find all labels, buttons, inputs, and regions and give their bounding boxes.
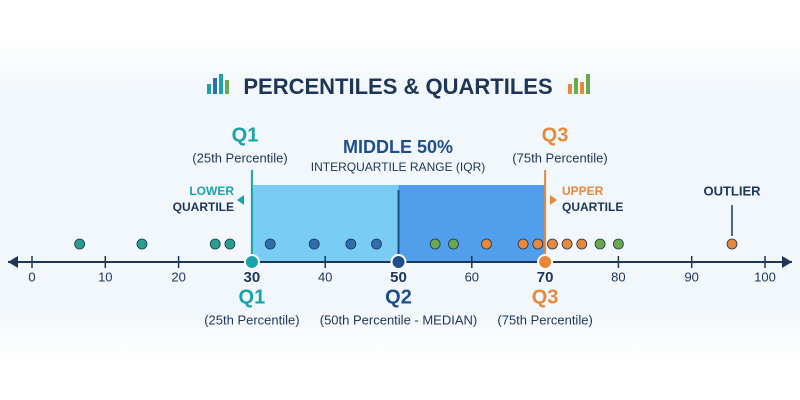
x-tick-label: 10	[98, 269, 112, 284]
x-tick-label: 40	[318, 269, 332, 284]
title-icon-right	[568, 74, 590, 94]
data-point	[224, 238, 236, 250]
lower-arrow	[237, 195, 244, 205]
data-point	[136, 238, 148, 250]
quartile-marker	[390, 254, 407, 270]
quartile-label: Q1	[239, 286, 266, 308]
quartile-sublabel: (25th Percentile)	[204, 312, 299, 327]
data-point	[576, 238, 588, 250]
x-tick-label: 70	[537, 269, 554, 286]
data-point	[345, 238, 357, 250]
data-point	[209, 238, 221, 250]
x-tick-label: 30	[244, 269, 261, 286]
data-point	[532, 238, 544, 250]
x-tick-label: 60	[465, 269, 479, 284]
data-point	[517, 238, 529, 250]
data-point	[264, 238, 276, 250]
upper-label: UPPER	[562, 184, 604, 198]
iqr-lower-box	[251, 185, 399, 262]
lower-label: QUARTILE	[173, 200, 234, 214]
data-point	[594, 238, 606, 250]
title: PERCENTILES & QUARTILES	[243, 74, 552, 99]
iqr-label: INTERQUARTILE RANGE (IQR)	[311, 160, 485, 174]
data-point	[481, 238, 492, 250]
data-point	[429, 238, 441, 250]
x-tick-label: 20	[171, 269, 185, 284]
outlier-label: OUTLIER	[703, 183, 761, 198]
x-tick-label: 90	[684, 269, 698, 284]
x-tick-label: 100	[754, 269, 776, 284]
quartile-sublabel: (75th Percentile)	[497, 312, 592, 327]
quartile-label: Q2	[385, 286, 412, 308]
data-point	[726, 238, 738, 250]
quartile-marker	[243, 254, 260, 270]
upper-arrow	[550, 195, 557, 205]
data-point	[308, 238, 320, 250]
quartile-marker	[537, 254, 554, 270]
q3-top-sublabel: (75th Percentile)	[512, 150, 607, 165]
data-point	[561, 238, 573, 250]
data-point	[547, 238, 558, 250]
x-tick-label: 0	[28, 269, 35, 284]
quartile-sublabel: (50th Percentile - MEDIAN)	[320, 312, 478, 327]
data-point	[613, 238, 624, 250]
upper-label: QUARTILE	[562, 200, 623, 214]
quartile-label: Q3	[532, 286, 559, 308]
q1-top-sublabel: (25th Percentile)	[192, 150, 287, 165]
title-icon-left	[207, 74, 229, 94]
lower-label: LOWER	[189, 184, 234, 198]
data-point	[448, 238, 459, 250]
q1-top-label: Q1	[232, 124, 259, 146]
x-tick-label: 50	[390, 269, 407, 286]
q3-top-label: Q3	[542, 124, 569, 146]
x-tick-label: 80	[611, 269, 625, 284]
data-point	[371, 238, 382, 250]
data-point	[74, 238, 86, 250]
iqr-upper-box	[398, 185, 546, 262]
middle-label: MIDDLE 50%	[343, 137, 453, 157]
